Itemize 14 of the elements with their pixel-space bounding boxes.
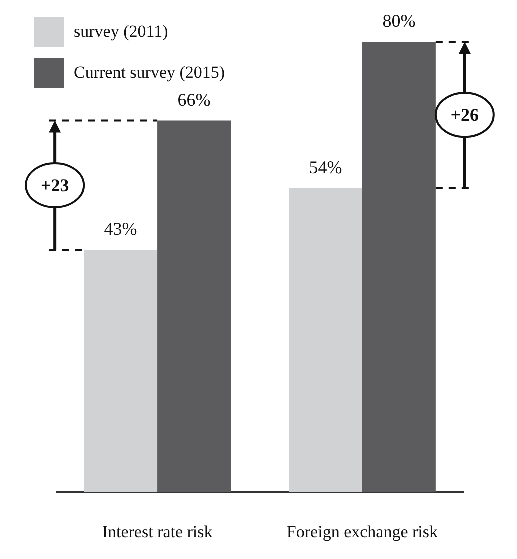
data-label: 54%	[309, 157, 342, 178]
data-label: 80%	[382, 11, 416, 31]
bar	[288, 188, 362, 492]
legend-label: survey (2011)	[74, 22, 168, 41]
x-tick-label: Interest rate risk	[102, 522, 214, 542]
legend-label: Current survey (2015)	[74, 63, 226, 82]
data-label: 43%	[104, 219, 138, 240]
x-tick-label: Foreign exchange risk	[286, 522, 438, 542]
bar	[84, 250, 158, 492]
annotation: +26	[450, 105, 480, 126]
bar	[362, 42, 436, 492]
annotation: +23	[40, 175, 70, 196]
bar	[158, 120, 232, 492]
data-label: 66%	[178, 90, 211, 110]
